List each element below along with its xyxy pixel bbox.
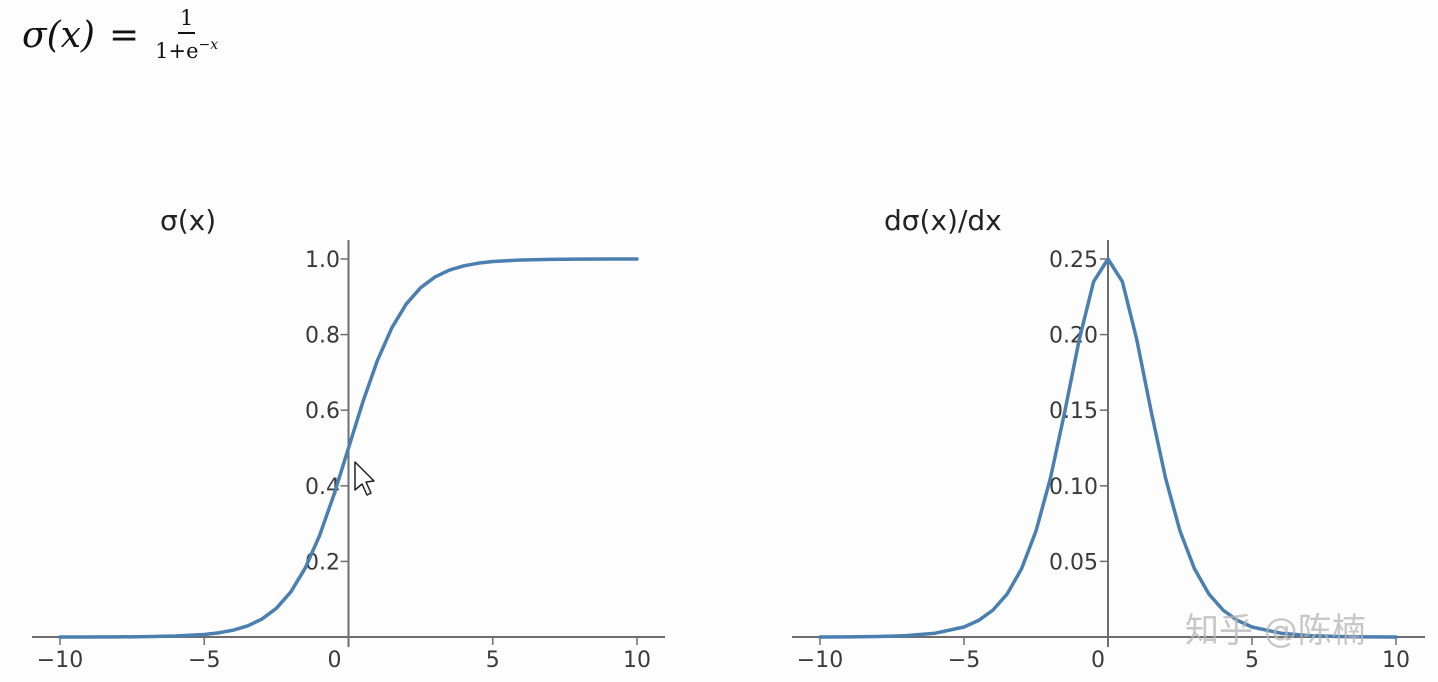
formula-equals: = [108, 14, 140, 56]
x-tick-label: 0 [328, 648, 342, 673]
x-tick-label: −5 [948, 648, 980, 673]
formula-denominator-exponent: −x [198, 37, 219, 53]
x-tick-label: 5 [1245, 648, 1259, 673]
y-tick-label: 0.20 [1049, 324, 1098, 349]
formula-denominator-base: 1+e [155, 39, 199, 63]
chart-title: dσ(x)/dx [884, 204, 1002, 237]
y-tick-label: 0.8 [305, 324, 340, 349]
mouse-cursor-icon [354, 461, 375, 496]
x-tick-label: 10 [1382, 648, 1410, 673]
formula-fraction: 1 1+e−x [155, 8, 218, 62]
sigmoid-formula: σ(x) = 1 1+e−x [22, 8, 218, 62]
x-tick-label: −10 [797, 648, 843, 673]
y-tick-label: 0.15 [1049, 399, 1098, 424]
chart-title: σ(x) [160, 204, 216, 237]
y-tick-label: 0.10 [1049, 475, 1098, 500]
x-tick-label: −5 [188, 648, 220, 673]
y-tick-label: 0.6 [305, 399, 340, 424]
sigmoid-derivative-chart: dσ(x)/dx 0.05 0.10 0.15 0.20 0.25 −10 −5 0 5 10 [792, 204, 1425, 673]
x-tick-label: 10 [623, 648, 651, 673]
y-tick-label: 1.0 [305, 248, 340, 273]
x-tick-label: 0 [1091, 648, 1105, 673]
series-line [818, 257, 1398, 639]
x-tick-label: −10 [37, 648, 83, 673]
y-tick-label: 0.25 [1049, 248, 1098, 273]
x-tick-label: 5 [486, 648, 500, 673]
watermark-text: 知乎 @陈楠 [1185, 611, 1366, 651]
formula-numerator: 1 [177, 8, 196, 34]
formula-denominator: 1+e−x [155, 34, 218, 62]
series-line [58, 257, 639, 639]
sigmoid-chart: σ(x)0.20.40.60.81.0−10 −5 0 5 10 [32, 204, 665, 673]
formula-lhs: σ(x) [22, 14, 95, 56]
y-tick-label: 0.05 [1049, 550, 1098, 575]
